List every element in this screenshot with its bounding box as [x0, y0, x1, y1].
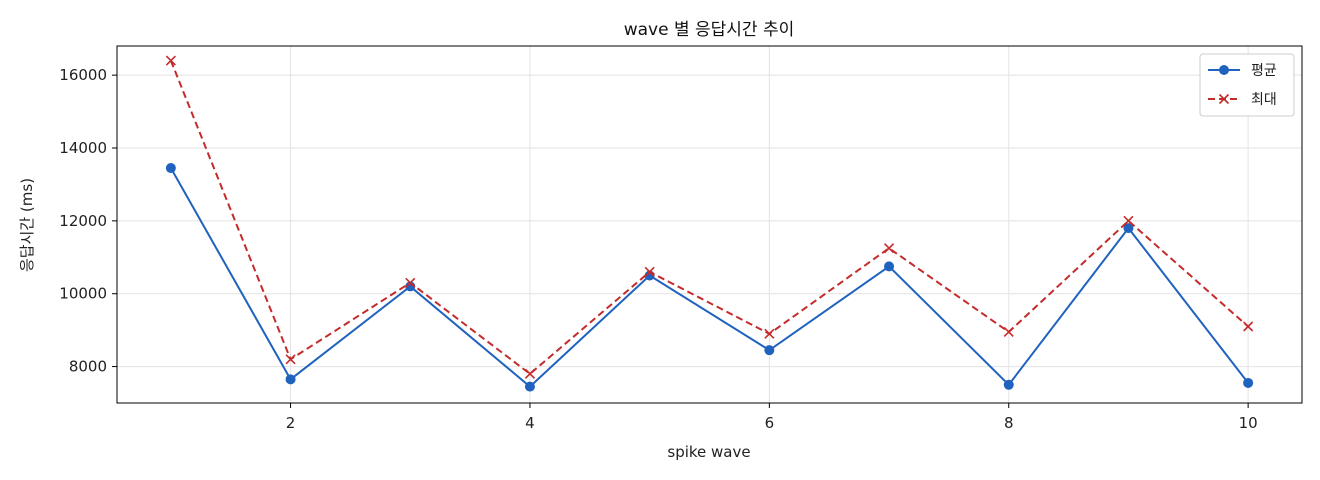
x-tick-label: 2 [286, 414, 296, 432]
x-marker-stroke [285, 354, 296, 365]
data-point [285, 374, 296, 385]
x-marker-stroke [1243, 321, 1254, 332]
x-marker-stroke [1218, 93, 1230, 105]
data-point [764, 328, 775, 339]
legend-marker [1219, 65, 1229, 75]
x-tick-label: 6 [765, 414, 775, 432]
data-point [1003, 379, 1014, 390]
legend-box [1199, 53, 1295, 117]
x-marker-stroke [883, 243, 895, 254]
x-marker-stroke [1123, 215, 1134, 226]
legend-item-2: 최대 [1208, 92, 1277, 108]
data-point [524, 368, 536, 379]
x-axis: 2 4 6 8 10 [286, 403, 1258, 432]
plot-area [116, 45, 1303, 404]
x-tick-label: 8 [1004, 414, 1014, 432]
data-point [524, 381, 535, 392]
series-line [169, 167, 1249, 388]
data-point [764, 345, 775, 356]
y-tick-label: 16000 [59, 66, 107, 84]
legend-item-1: 평균 [1208, 63, 1277, 79]
data-point [1123, 215, 1134, 226]
legend-marker [1218, 93, 1230, 105]
x-marker-stroke [405, 277, 416, 288]
data-point [165, 55, 176, 66]
y-axis-title: 응답시간 (ms) [18, 178, 36, 272]
data-point [405, 277, 416, 288]
legend-label: 최대 [1251, 92, 1277, 108]
data-point [1243, 321, 1254, 332]
series-layer [165, 55, 1254, 392]
y-tick-label: 14000 [59, 139, 107, 157]
data-point [1243, 377, 1254, 388]
x-marker-stroke [165, 55, 176, 66]
grid [117, 46, 1302, 403]
x-marker-stroke [524, 368, 536, 379]
data-point [1003, 326, 1014, 338]
x-tick-label: 10 [1239, 414, 1258, 432]
y-tick-label: 12000 [59, 212, 107, 230]
chart-title: wave 별 응답시간 추이 [624, 20, 795, 40]
data-point [644, 266, 655, 277]
series-2 [165, 55, 1254, 379]
x-marker-stroke [764, 328, 775, 339]
y-tick-label: 10000 [59, 285, 107, 303]
x-tick-label: 4 [525, 414, 535, 432]
series-1 [165, 163, 1254, 392]
x-axis-title: spike wave [667, 443, 750, 461]
data-point [285, 354, 296, 365]
data-point [884, 261, 895, 272]
data-point [883, 243, 895, 254]
data-point [165, 163, 176, 174]
x-marker-stroke [1003, 326, 1014, 338]
legend-label: 평균 [1251, 63, 1277, 79]
y-tick-label: 8000 [69, 358, 107, 376]
x-marker-stroke [644, 266, 655, 277]
data-point [1123, 223, 1134, 234]
series-line [169, 60, 1249, 376]
y-axis: 8000 10000 12000 14000 16000 [59, 66, 117, 376]
